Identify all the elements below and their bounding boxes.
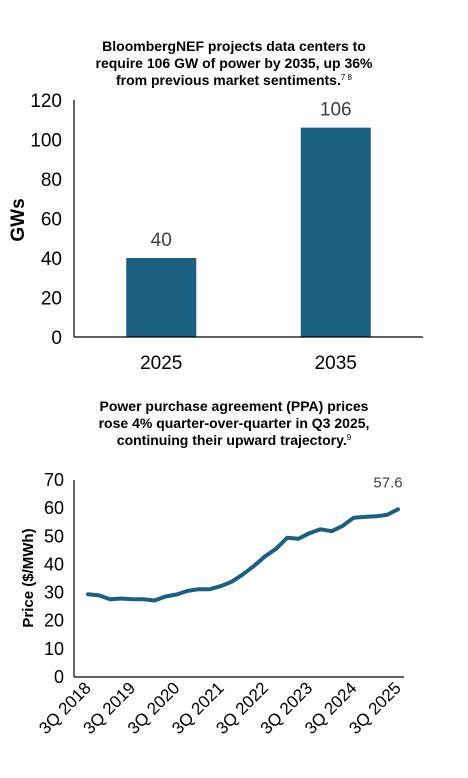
bar-2025: [126, 258, 197, 337]
line-chart-title-line-3: continuing their upward trajectory.: [116, 432, 347, 448]
bar-2035: [300, 127, 371, 338]
line-chart-end-label: 57.6: [373, 474, 402, 491]
line-chart-title-line-2: rose 4% quarter-over-quarter in Q3 2025,: [98, 415, 370, 431]
bar-chart-y-tick-label: 40: [41, 249, 62, 270]
line-chart-y-tick-label: 20: [44, 611, 64, 631]
bar-chart-y-tick-label: 60: [41, 210, 62, 231]
bar-chart-title-line-3: from previous market sentiments.: [116, 72, 341, 88]
bar-chart-title-line-1: BloombergNEF projects data centers to: [102, 38, 366, 54]
line-chart-title: Power purchase agreement (PPA) prices ro…: [0, 398, 468, 449]
bar-chart-y-tick-label: 120: [30, 91, 62, 112]
bar-data-label-2025: 40: [151, 230, 172, 251]
bar-chart-y-axis-title: GWs: [8, 198, 29, 241]
line-chart-y-tick-label: 30: [44, 583, 64, 603]
bar-data-label-2035: 106: [320, 100, 352, 121]
bar-chart: 0 20 40 60 80 100 120 40 106 2025 2035 GWs: [8, 91, 423, 374]
line-chart-series-line: [86, 507, 400, 603]
bar-chart-y-tick-label: 100: [30, 131, 62, 152]
line-chart-y-tick-label: 70: [44, 470, 64, 490]
line-chart-title-line-1: Power purchase agreement (PPA) prices: [99, 398, 369, 414]
line-chart-y-tick-label: 50: [44, 526, 64, 546]
bar-chart-x-tick-label: 2035: [315, 353, 357, 374]
bar-chart-y-tick-label: 80: [41, 170, 62, 191]
bar-chart-title-line-2: require 106 GW of power by 2035, up 36%: [95, 55, 373, 71]
line-chart-y-tick-label: 0: [54, 667, 64, 687]
bar-chart-title-footnote: 7 8: [340, 73, 352, 82]
bar-chart-y-tick-label: 0: [51, 328, 62, 349]
bar-chart-x-tick-label: 2025: [140, 353, 182, 374]
line-chart-y-tick-label: 10: [44, 639, 64, 659]
line-chart-y-tick-label: 40: [44, 554, 64, 574]
line-chart-y-tick-label: 60: [44, 498, 64, 518]
line-chart-y-axis-title: Price ($/MWh): [20, 528, 37, 627]
bar-chart-title: BloombergNEF projects data centers to re…: [0, 38, 468, 89]
line-chart-title-footnote: 9: [346, 433, 352, 442]
bar-chart-y-tick-label: 20: [41, 289, 62, 310]
